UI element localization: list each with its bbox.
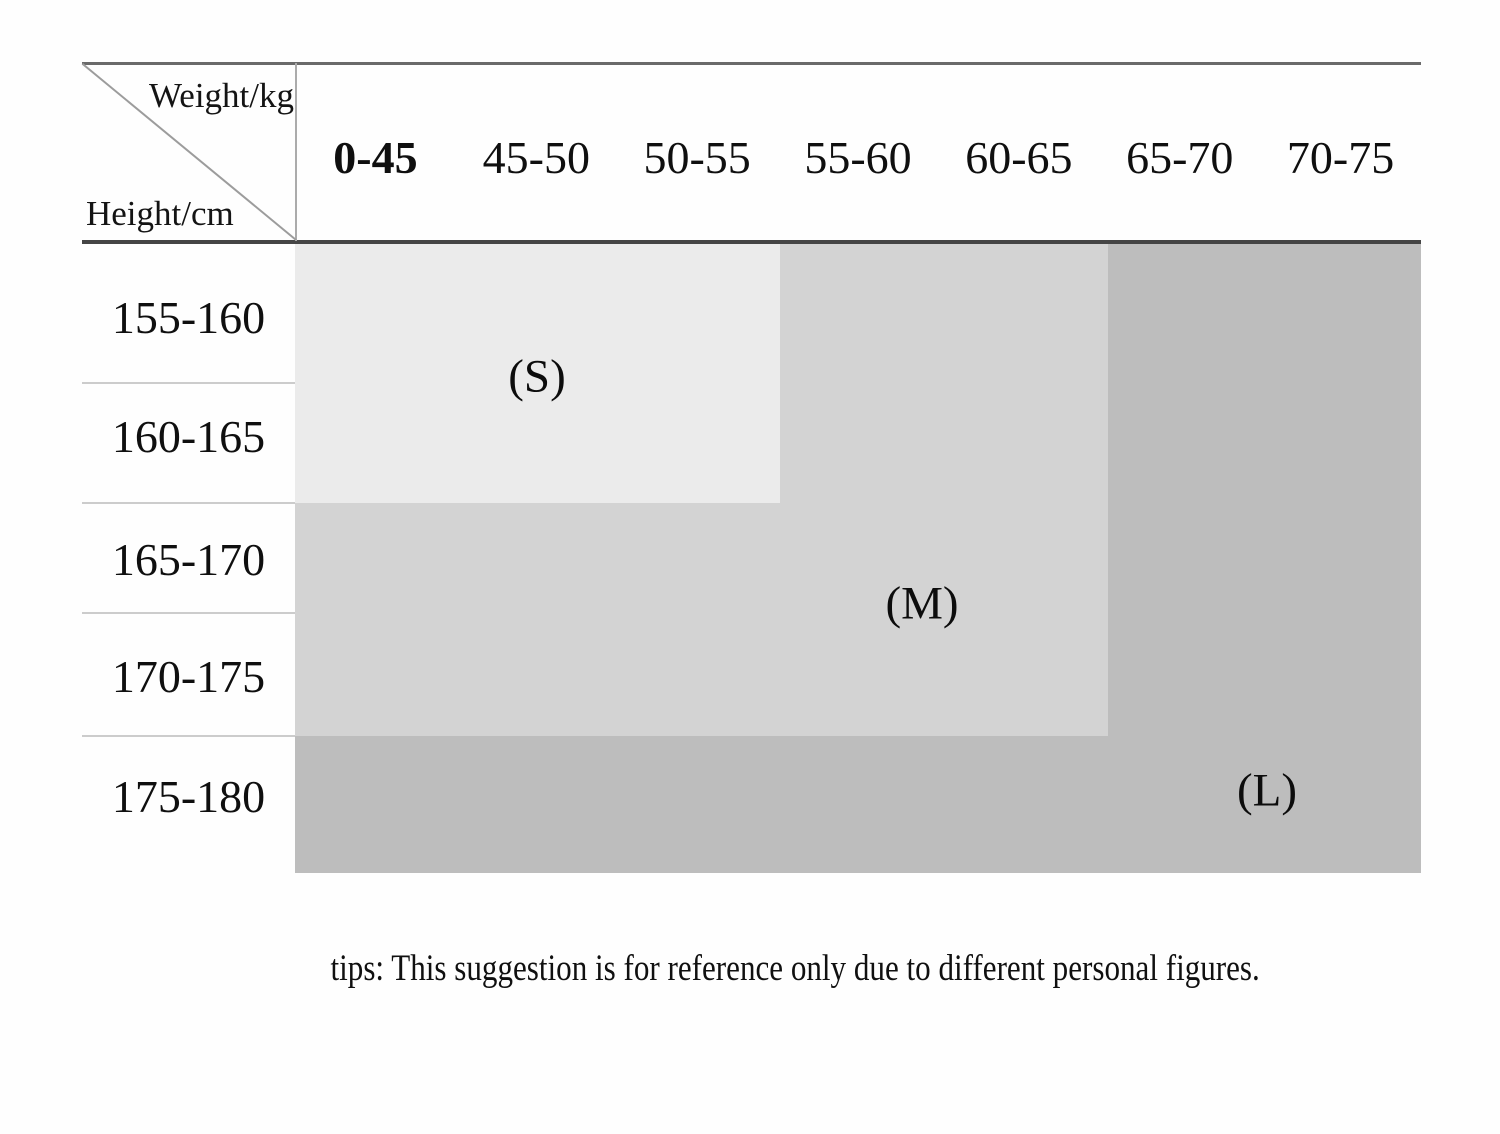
row-divider <box>82 382 295 384</box>
size-label-l: (L) <box>1236 764 1298 817</box>
size-region-l-right <box>1108 244 1421 736</box>
size-region-m-upper <box>780 244 1108 503</box>
weight-axis-label: Weight/kg <box>149 76 294 115</box>
size-region-m-lower <box>295 503 1108 736</box>
column-header-65-70: 65-70 <box>1126 132 1234 183</box>
row-divider <box>82 502 295 504</box>
tips-note: tips: This suggestion is for reference o… <box>330 948 1260 989</box>
row-header-160-165: 160-165 <box>111 411 266 462</box>
column-header-60-65: 60-65 <box>965 132 1073 183</box>
size-region-l-bottom <box>295 736 1421 873</box>
header-column-divider <box>295 63 297 241</box>
column-headers: 0-45 45-50 50-55 55-60 60-65 65-70 70-75 <box>295 62 1421 240</box>
height-axis-label: Height/cm <box>86 194 234 233</box>
column-header-45-50: 45-50 <box>482 132 590 183</box>
row-header-175-180: 175-180 <box>111 771 266 822</box>
row-divider <box>82 612 295 614</box>
column-header-70-75: 70-75 <box>1286 132 1395 183</box>
column-header-0-45: 0-45 <box>333 132 418 183</box>
column-header-50-55: 50-55 <box>643 132 751 183</box>
column-header-55-60: 55-60 <box>804 132 912 183</box>
row-header-155-160: 155-160 <box>111 292 266 343</box>
row-header-170-175: 170-175 <box>111 651 266 702</box>
row-header-165-170: 165-170 <box>111 534 266 585</box>
size-label-m: (M) <box>885 577 959 630</box>
tips-note-wrap: tips: This suggestion is for reference o… <box>90 948 1500 991</box>
row-divider <box>82 735 295 737</box>
size-label-s: (S) <box>508 350 566 403</box>
header-underline <box>82 240 1421 244</box>
size-region-s <box>295 244 780 503</box>
table-top-border <box>82 62 1421 65</box>
